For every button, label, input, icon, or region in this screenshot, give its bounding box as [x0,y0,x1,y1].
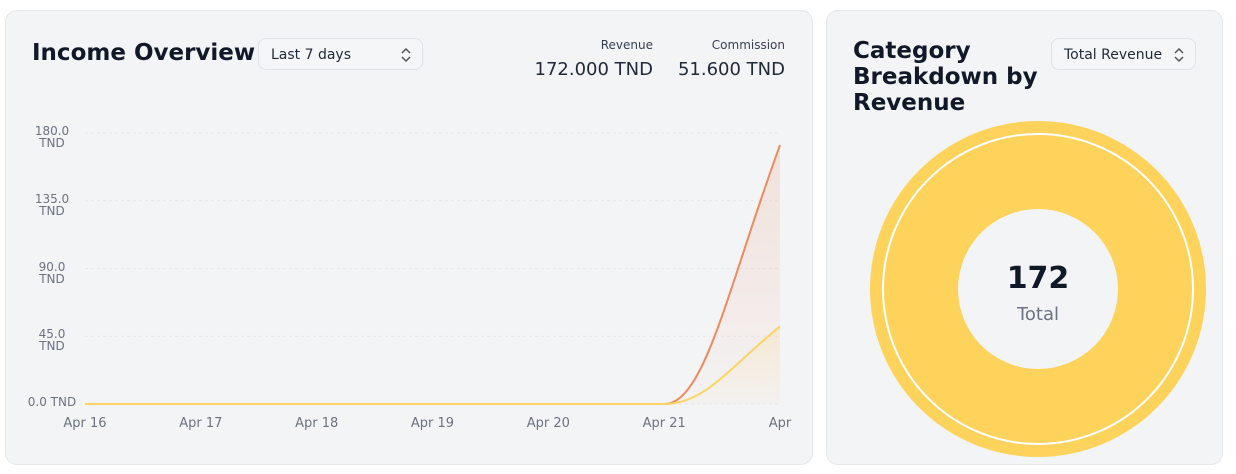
area [85,326,780,404]
y-tick-label: 180.0 TND [34,124,70,150]
area [85,145,780,405]
x-tick-label: Apr 21 [642,416,686,431]
center-label: Total [1016,304,1059,325]
summary-label: Revenue [600,38,653,52]
series-line [84,144,781,405]
metric-select[interactable]: Total Revenue [1051,38,1196,70]
summary-value: 51.600 TND [677,59,785,80]
chevrons [401,48,411,62]
select-text: Total Revenue [1064,47,1163,63]
donut-ring [882,133,1194,445]
x-tick-label: Apr [768,416,792,431]
x-tick-label: Apr 16 [63,416,107,431]
series-line [84,325,781,405]
card-title: Category Breakdown by Revenue [853,38,1038,116]
income-card [5,10,813,465]
card-title: Income Overview [32,40,256,66]
y-tick-label: 0.0 TND [27,395,77,409]
period-select[interactable]: Last 7 days [258,38,423,70]
x-tick-label: Apr 18 [295,416,339,431]
x-tick-label: Apr 20 [526,416,570,431]
y-tick-label: 45.0 TND [38,327,66,354]
y-tick-label: 90.0 TND [38,259,66,286]
select-text: Last 7 days [271,47,352,63]
center-value: 172 [1007,261,1070,296]
x-tick-label: Apr 17 [179,416,223,431]
summary-label: Commission [711,38,785,52]
chevrons [1174,48,1184,62]
x-tick-label: Apr 19 [410,416,455,431]
donut-slice [870,121,1206,457]
summary-value: 172.000 TND [534,59,653,80]
y-tick-label: 135.0 TND [34,191,70,218]
